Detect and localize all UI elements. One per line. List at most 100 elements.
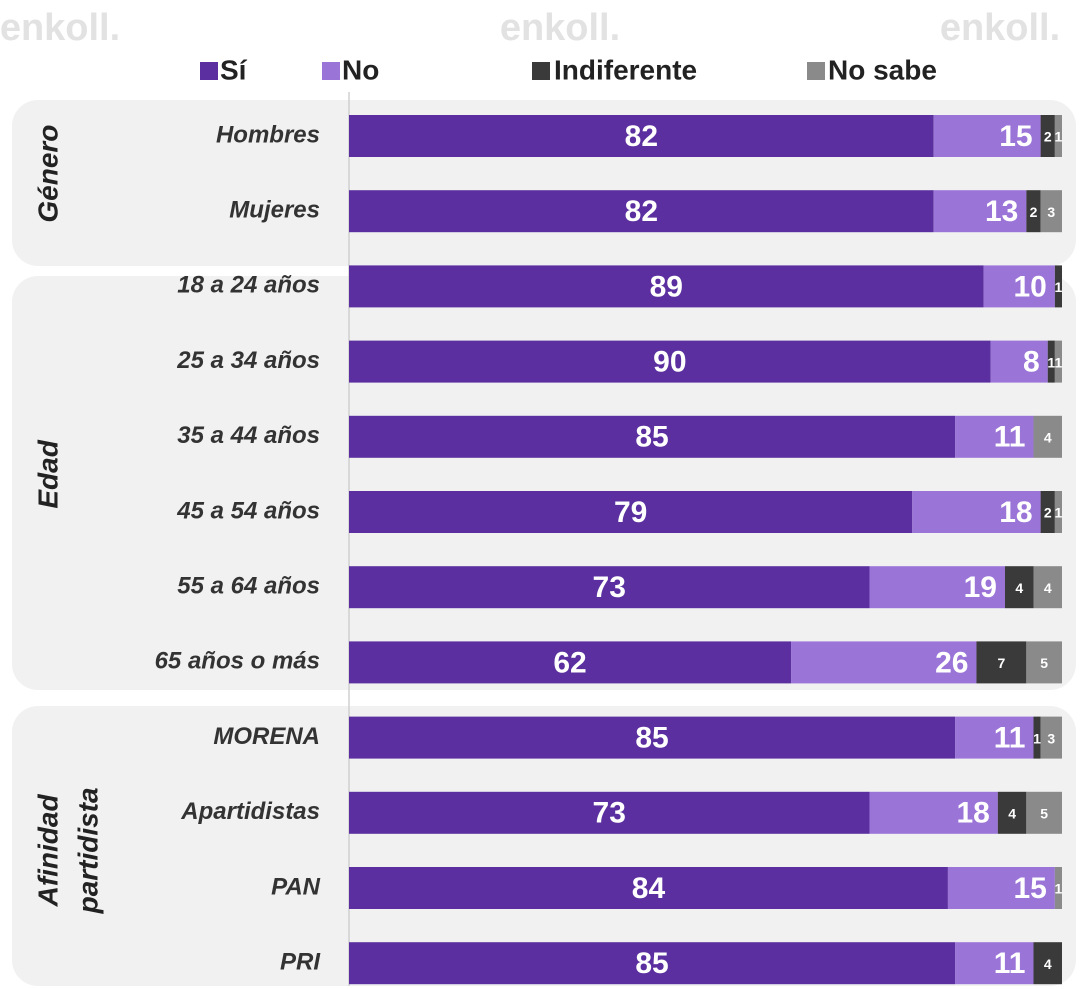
value-label: 3	[1047, 730, 1055, 746]
bar-segment	[349, 867, 948, 909]
value-label: 19	[964, 571, 997, 604]
value-label: 7	[997, 655, 1005, 671]
legend-label: No sabe	[828, 54, 937, 85]
bar-segment	[349, 942, 956, 985]
value-label: 1	[1055, 279, 1063, 295]
bar-segment	[349, 265, 984, 308]
value-label: 11	[994, 722, 1026, 755]
bar-segment	[955, 716, 1034, 759]
bar-segment	[869, 566, 1005, 609]
bar-segment	[1054, 265, 1062, 308]
bar-segment	[349, 791, 870, 834]
category-label: 18 a 24 años	[177, 272, 320, 299]
watermark: enkoll.	[940, 7, 1060, 49]
legend-label: Sí	[220, 54, 248, 85]
value-label: 1	[1055, 505, 1063, 521]
value-label: 89	[650, 270, 683, 303]
value-label: 2	[1030, 204, 1038, 220]
value-label: 4	[1015, 580, 1023, 596]
bar-segment	[1033, 716, 1041, 759]
bar-segment	[349, 415, 956, 458]
bar-segment	[349, 566, 870, 609]
value-label: 82	[625, 120, 658, 153]
bar-segment	[1033, 942, 1062, 985]
value-label: 1	[1033, 730, 1041, 746]
legend-label: No	[342, 54, 379, 85]
bar-segment	[997, 791, 1027, 834]
value-label: 8	[1023, 346, 1040, 379]
bar-segment	[1004, 566, 1034, 609]
value-label: 85	[635, 722, 668, 755]
group-label: Afinidad	[32, 794, 63, 908]
value-label: 1	[1055, 881, 1063, 897]
bar-segment	[933, 115, 1041, 157]
value-label: 85	[635, 947, 668, 980]
value-label: 2	[1044, 129, 1052, 145]
group-label: Edad	[32, 439, 63, 508]
value-label: 82	[625, 195, 658, 228]
value-label: 4	[1008, 806, 1016, 822]
bar-segment	[1047, 340, 1055, 383]
bar-segment	[955, 415, 1034, 458]
bar-segment	[955, 942, 1034, 985]
bar-segment	[983, 265, 1055, 308]
value-label: 85	[635, 421, 668, 454]
category-label: Apartidistas	[180, 798, 320, 825]
legend-swatch	[532, 62, 550, 80]
legend-swatch	[807, 62, 825, 80]
value-label: 1	[1055, 354, 1063, 370]
category-label: Hombres	[216, 121, 320, 148]
group-label: partidista	[72, 787, 103, 914]
bar-segment	[1040, 115, 1055, 157]
bar-segment	[1054, 115, 1062, 157]
category-label: Mujeres	[229, 197, 320, 224]
bar-segment	[976, 641, 1027, 684]
value-label: 11	[994, 421, 1026, 454]
bar-segment	[869, 791, 998, 834]
category-label: 65 años o más	[155, 648, 320, 675]
value-label: 18	[956, 797, 989, 830]
value-label: 79	[614, 496, 647, 529]
category-label: 35 a 44 años	[177, 422, 320, 449]
value-label: 4	[1044, 580, 1052, 596]
bar-segment	[1033, 566, 1062, 609]
legend-swatch	[322, 62, 340, 80]
value-label: 4	[1044, 956, 1052, 972]
bar-segment	[349, 115, 934, 157]
category-label: MORENA	[213, 723, 320, 750]
watermark: enkoll.	[500, 7, 620, 49]
bar-segment	[1054, 340, 1062, 383]
bar-segment	[349, 491, 913, 533]
value-label: 73	[593, 571, 626, 604]
value-label: 84	[632, 872, 666, 905]
bar-segment	[1040, 190, 1062, 233]
value-label: 1	[1055, 129, 1063, 145]
bar-segment	[349, 190, 934, 233]
legend-label: Indiferente	[554, 54, 697, 85]
bar-segment	[349, 716, 956, 759]
value-label: 5	[1040, 655, 1048, 671]
value-label: 5	[1040, 806, 1048, 822]
bar-segment	[349, 340, 991, 383]
value-label: 15	[1013, 872, 1046, 905]
group-label: Género	[32, 125, 63, 223]
bar-segment	[947, 867, 1055, 909]
value-label: 18	[999, 496, 1032, 529]
group-panel	[12, 276, 1076, 690]
bar-segment	[912, 491, 1041, 533]
value-label: 4	[1044, 430, 1052, 446]
bar-segment	[1054, 491, 1062, 533]
bar-segment	[1026, 190, 1041, 233]
category-label: 55 a 64 años	[177, 573, 320, 600]
group-panel	[12, 706, 1076, 986]
value-label: 15	[999, 120, 1032, 153]
category-label: PAN	[271, 873, 321, 900]
category-label: 25 a 34 años	[176, 347, 320, 374]
value-label: 90	[653, 346, 686, 379]
category-label: 45 a 54 años	[176, 497, 320, 524]
value-label: 1	[1047, 354, 1055, 370]
value-label: 11	[994, 947, 1026, 980]
watermark: enkoll.	[0, 7, 120, 49]
legend-swatch	[200, 62, 218, 80]
